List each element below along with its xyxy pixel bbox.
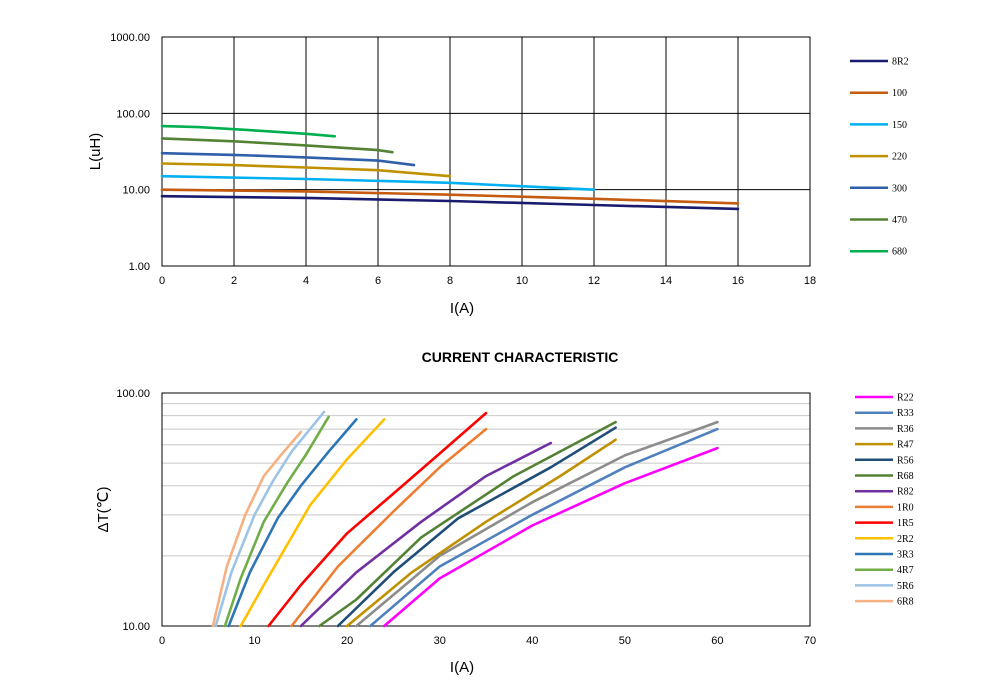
series-line-1R5 (267, 411, 488, 628)
legend-entry: R36 (897, 424, 914, 435)
x-tick-label: 30 (434, 635, 446, 647)
x-tick-label: 4 (303, 275, 309, 287)
legend-entry: 3R3 (897, 550, 914, 561)
series-line-1R0 (290, 427, 488, 628)
legend-entry: 8R2 (892, 57, 909, 68)
series-line-2R2 (239, 418, 386, 628)
x-tick-label: 20 (341, 635, 353, 647)
y-axis-title: ΔT(℃) (95, 486, 112, 532)
x-tick-label: 50 (619, 635, 631, 647)
x-axis-title: I(A) (450, 659, 474, 676)
x-tick-label: 10 (516, 275, 528, 287)
legend-entry: 2R2 (897, 534, 914, 545)
x-tick-label: 8 (447, 275, 453, 287)
x-tick-label: 16 (732, 275, 744, 287)
series-line-5R6 (214, 410, 326, 628)
chart-1: 0 2 4 6 8 10 12 14 16 18 1.00 10.00 100.00 1000.00 8R2… (87, 32, 909, 317)
x-tick-label: 0 (159, 635, 165, 647)
legend-entry: 680 (892, 247, 907, 258)
series-line-470 (160, 137, 394, 154)
legend-entry: 4R7 (897, 565, 914, 576)
legend-entry: 6R8 (897, 597, 914, 608)
series-line-6R8 (211, 430, 303, 628)
series-line-150 (160, 174, 596, 191)
series-line-3R3 (227, 418, 358, 628)
legend-entry: 5R6 (897, 581, 914, 592)
x-tick-label: 10 (248, 635, 260, 647)
x-tick-label: 60 (711, 635, 723, 647)
plot-area-border (161, 392, 811, 627)
series-line-8R2 (160, 194, 740, 211)
x-tick-label: 12 (588, 275, 600, 287)
plot-area-border (161, 36, 811, 267)
y-axis-title: L(uH) (87, 133, 104, 171)
chart-title: CURRENT CHARACTERISTIC (422, 349, 619, 365)
series-line-R47 (345, 438, 617, 628)
x-tick-label: 2 (231, 275, 237, 287)
y-tick-label: 100.00 (116, 108, 150, 120)
series-line-100 (160, 188, 740, 205)
series-line-R22 (382, 446, 719, 628)
y-tick-label: 100.00 (116, 388, 150, 400)
legend-entry: R22 (897, 393, 914, 404)
legend-entry: R82 (897, 487, 914, 498)
series-line-R36 (355, 420, 719, 628)
legend-entry: 220 (892, 152, 907, 163)
series-line-300 (160, 151, 416, 167)
series-line-680 (160, 124, 337, 138)
x-axis-title: I(A) (450, 300, 474, 317)
y-tick-label: 1000.00 (110, 32, 150, 44)
legend-entry: R56 (897, 455, 914, 466)
legend-entry: R68 (897, 471, 914, 482)
legend-entry: R33 (897, 408, 914, 419)
legend-entry: R47 (897, 440, 914, 451)
x-tick-label: 6 (375, 275, 381, 287)
series-line-4R7 (223, 415, 330, 628)
x-tick-label: 70 (804, 635, 816, 647)
x-tick-label: 0 (159, 275, 165, 287)
legend-entry: 1R0 (897, 502, 914, 513)
legend-entry: 300 (892, 183, 907, 194)
series-line-R82 (299, 441, 553, 628)
legend-entry: 1R5 (897, 518, 914, 529)
legend-entry: 470 (892, 215, 907, 226)
x-tick-label: 18 (804, 275, 816, 287)
series-line-R56 (336, 426, 617, 628)
y-tick-label: 10.00 (122, 621, 150, 633)
x-tick-label: 40 (526, 635, 538, 647)
y-tick-label: 10.00 (122, 185, 150, 197)
y-tick-label: 1.00 (129, 261, 150, 273)
legend-entry: 150 (892, 120, 907, 131)
series-line-R68 (318, 420, 617, 628)
x-tick-label: 14 (660, 275, 672, 287)
chart-2: 0 10 20 30 40 50 60 70 10.00 100.00 R22 R33 R36 R47 R5… (95, 349, 914, 676)
series-line-R33 (368, 427, 719, 628)
legend-entry: 100 (892, 88, 907, 99)
series-line-220 (160, 162, 452, 178)
